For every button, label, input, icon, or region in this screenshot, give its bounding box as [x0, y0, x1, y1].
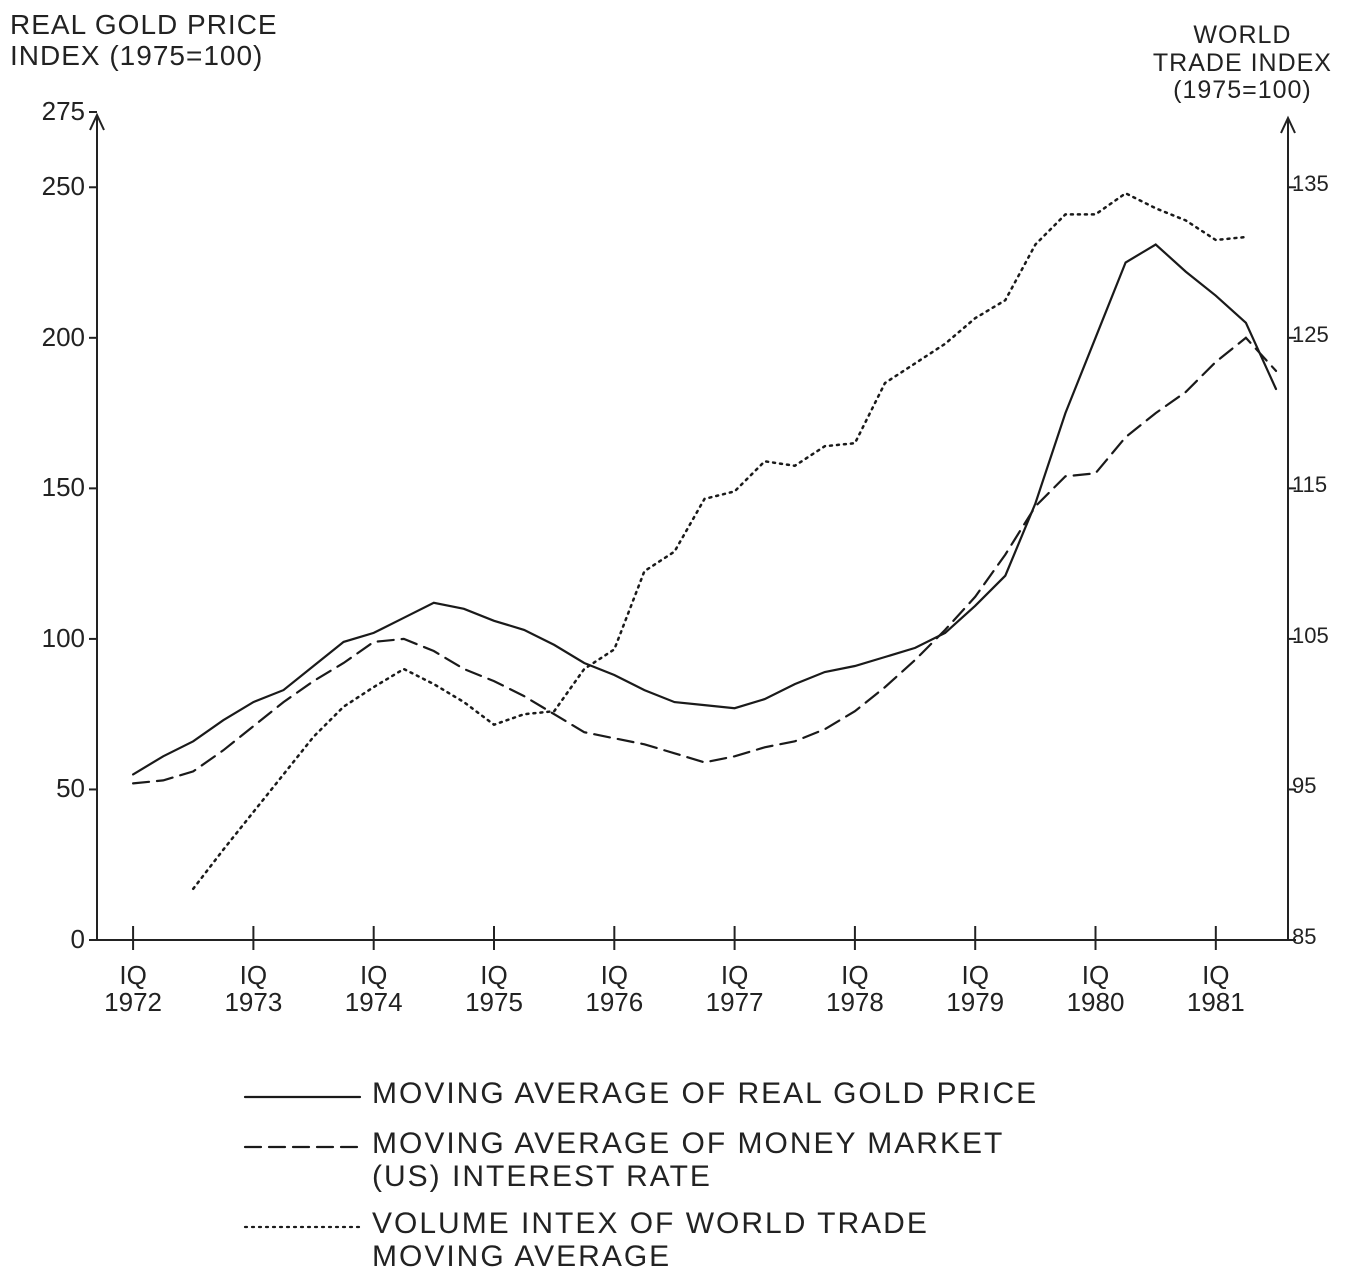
legend-label: MOVING AVERAGE OF REAL GOLD PRICE — [372, 1077, 1039, 1110]
y-tick-label: 200 — [41, 321, 85, 352]
y-tick-label: 0 — [70, 924, 85, 954]
x-tick-label: IQ 1980 — [1066, 960, 1125, 1018]
y-tick-label: 100 — [41, 622, 85, 653]
legend-label: VOLUME INTEX OF WORLD TRADE MOVING AVERA… — [372, 1207, 929, 1273]
y2-tick-label: 95 — [1292, 773, 1317, 799]
x-tick-label: IQ 1974 — [344, 960, 403, 1018]
x-tick-label: IQ 1975 — [465, 960, 523, 1018]
y-tick-label: 275 — [41, 96, 85, 126]
x-tick-label: IQ 1972 — [104, 960, 162, 1018]
y-tick-label: 250 — [41, 171, 85, 202]
y2-tick-label: 135 — [1292, 171, 1329, 197]
y-axis-label: REAL GOLD PRICE INDEX (1975=100) — [10, 9, 278, 71]
x-tick-label: IQ 1979 — [946, 960, 1005, 1018]
y2-tick-label: 105 — [1292, 622, 1329, 648]
series-line — [132, 243, 1278, 776]
series-line — [191, 191, 1248, 891]
y2-tick-label: 115 — [1292, 472, 1328, 498]
legend-label: MOVING AVERAGE OF MONEY MARKET (US) INTE… — [372, 1127, 1005, 1193]
series-line — [132, 336, 1278, 785]
x-tick-label: IQ 1973 — [224, 960, 283, 1018]
arrow — [89, 112, 105, 131]
y-tick-label: 150 — [41, 472, 85, 503]
y2-tick-label: 85 — [1292, 924, 1317, 949]
y-tick-label: 50 — [56, 773, 85, 804]
x-tick-label: IQ 1977 — [705, 960, 764, 1018]
x-tick-label: IQ 1981 — [1186, 960, 1245, 1018]
y2-tick-label: 125 — [1292, 321, 1329, 347]
x-tick-label: IQ 1976 — [585, 960, 644, 1018]
y2-axis-label: WORLD TRADE INDEX (1975=100) — [1152, 21, 1332, 104]
x-tick-label: IQ 1978 — [825, 960, 884, 1018]
arrow — [1280, 115, 1296, 134]
